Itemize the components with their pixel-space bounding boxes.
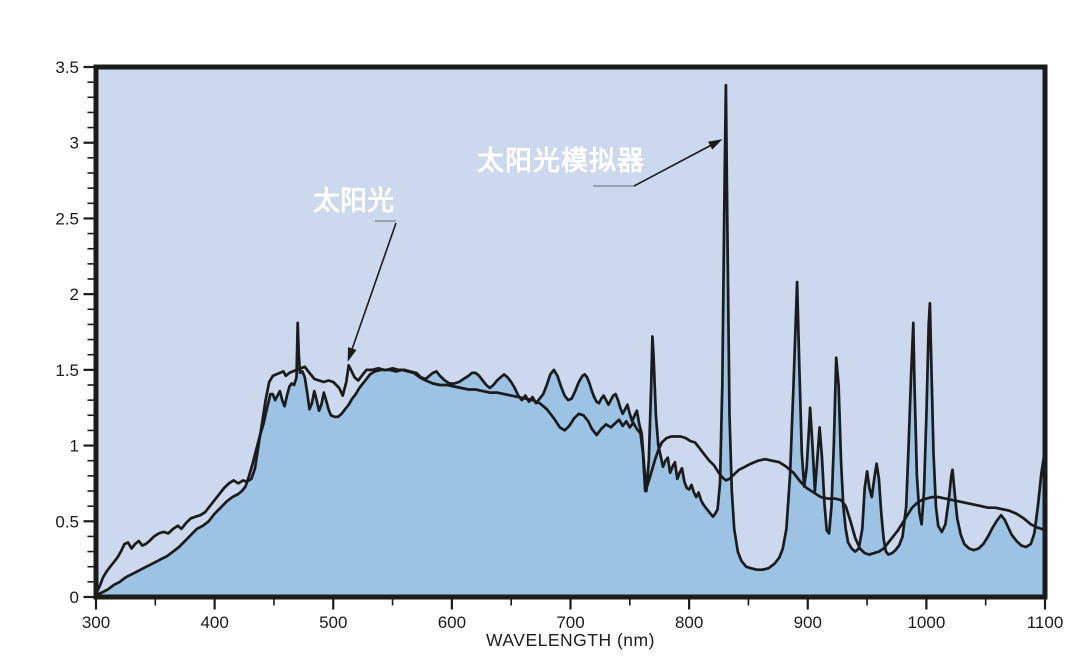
svg-text:3.5: 3.5 xyxy=(55,58,79,77)
axis-ticks xyxy=(83,65,1047,610)
svg-text:2: 2 xyxy=(70,285,79,304)
arrowhead-icon xyxy=(347,347,357,362)
svg-text:3: 3 xyxy=(70,134,79,153)
arrowhead-icon xyxy=(708,139,723,150)
svg-text:1: 1 xyxy=(70,437,79,456)
svg-text:500: 500 xyxy=(319,613,347,632)
solar-simulator-callout-label: 太阳光模拟器 xyxy=(477,146,645,176)
svg-text:600: 600 xyxy=(438,613,466,632)
svg-text:1.5: 1.5 xyxy=(55,361,79,380)
svg-text:0: 0 xyxy=(70,588,79,607)
svg-text:300: 300 xyxy=(82,613,110,632)
svg-text:1000: 1000 xyxy=(907,613,945,632)
svg-text:700: 700 xyxy=(556,613,584,632)
sunlight-curve xyxy=(96,363,1045,596)
svg-text:0.5: 0.5 xyxy=(55,512,79,531)
tick-labels: 300 400 500 600 700 800 900 1000 1100 0 0.5 1 1.5 2 2.… xyxy=(55,58,1063,632)
svg-text:2.5: 2.5 xyxy=(55,209,79,228)
solar-simulator-curve xyxy=(96,83,1045,597)
callout-leader-1 xyxy=(593,139,723,187)
svg-text:400: 400 xyxy=(200,613,228,632)
svg-text:900: 900 xyxy=(794,613,822,632)
plot-frame xyxy=(93,64,1048,600)
x-axis-title: WAVELENGTH (nm) xyxy=(486,630,655,650)
callout-leader-0 xyxy=(347,220,397,362)
svg-text:1100: 1100 xyxy=(1027,613,1064,632)
svg-text:800: 800 xyxy=(675,613,703,632)
sunlight-callout-label: 太阳光 xyxy=(313,186,394,216)
